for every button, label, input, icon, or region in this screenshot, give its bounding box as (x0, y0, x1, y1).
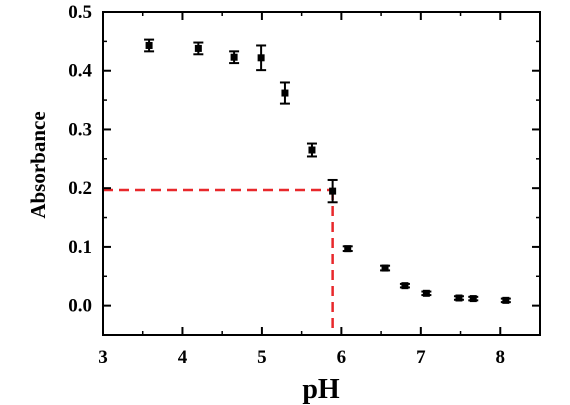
y-tick-label: 0.0 (68, 296, 92, 317)
data-points (144, 38, 511, 304)
data-point (193, 41, 204, 56)
x-axis-title: pH (302, 374, 340, 405)
y-tick-label: 0.1 (68, 237, 92, 258)
y-axis-title: Absorbance (26, 111, 50, 218)
x-tick-label: 4 (178, 347, 188, 368)
x-tick-label: 3 (98, 347, 108, 368)
square-marker (469, 295, 477, 303)
square-marker (401, 282, 409, 290)
square-marker (381, 264, 389, 272)
y-tick-label: 0.2 (68, 178, 92, 199)
data-point (468, 295, 479, 303)
data-point (229, 50, 240, 65)
axis-ticks (102, 11, 540, 335)
square-marker (257, 54, 265, 62)
reference-lines (103, 188, 334, 335)
square-marker (502, 296, 510, 304)
y-tick-label: 0.5 (68, 2, 92, 23)
axis-tick-labels: 3 4 5 6 7 8 0.0 0.1 0.2 0.3 0.4 0.5 (68, 2, 505, 368)
square-marker (145, 41, 153, 49)
data-point (500, 296, 511, 304)
square-marker (329, 187, 337, 195)
x-tick-label: 5 (257, 347, 267, 368)
square-marker (230, 53, 238, 61)
plot-frame (102, 11, 541, 336)
data-point (327, 178, 338, 204)
data-point (342, 245, 353, 253)
data-point (144, 38, 155, 53)
square-marker (422, 289, 430, 297)
data-point (453, 294, 464, 302)
data-point (421, 289, 432, 297)
square-marker (344, 245, 352, 253)
square-marker (308, 146, 316, 154)
y-tick-label: 0.4 (68, 61, 92, 82)
square-marker (455, 294, 463, 302)
y-tick-label: 0.3 (68, 119, 92, 140)
x-tick-label: 6 (337, 347, 347, 368)
data-point (306, 142, 317, 158)
data-point (256, 44, 267, 72)
x-tick-label: 8 (496, 347, 506, 368)
square-marker (194, 44, 202, 52)
square-marker (281, 89, 289, 97)
data-point (399, 282, 410, 290)
data-point (380, 264, 391, 272)
data-point (279, 81, 290, 105)
x-tick-label: 7 (416, 347, 426, 368)
